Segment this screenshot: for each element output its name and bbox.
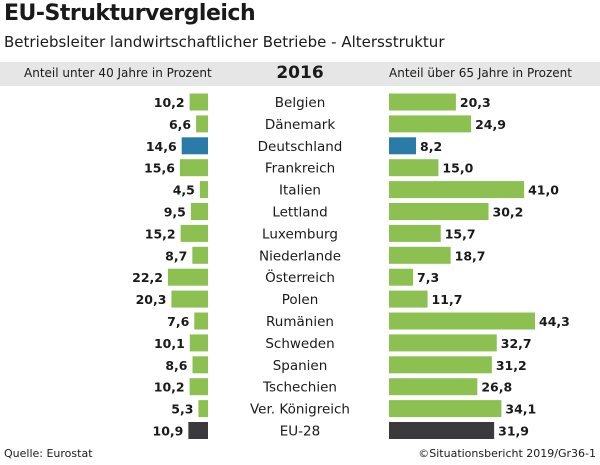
category-label-eu-28: EU-28 [280,424,320,440]
value-label-under40-eu-28: 10,9 [153,424,184,439]
bar-under40-tschechien [189,378,208,396]
value-label-under40-d-nemark: 6,6 [169,117,191,132]
left-column-label: Anteil unter 40 Jahre in Prozent [24,66,212,80]
bar-over65-eu-28 [389,422,495,439]
bar-over65-deutschland [389,137,417,155]
bar-under40-polen [171,290,208,308]
value-label-over65-ver-k-nigreich: 34,1 [505,402,536,417]
value-label-under40-luxemburg: 15,2 [145,226,176,241]
bar-under40-frankreich [179,159,208,177]
bar-under40-lettland [190,203,208,220]
category-label-spanien: Spanien [273,358,328,374]
bar-under40-spanien [192,356,208,374]
category-label-italien: Italien [279,183,321,199]
bar-over65-tschechien [389,378,478,396]
category-label-rum-nien: Rumänien [266,314,334,330]
value-label-over65-frankreich: 15,0 [442,161,473,176]
category-label-lettland: Lettland [272,205,327,221]
bar-over65-sterreich [389,268,414,286]
value-label-under40-ver-k-nigreich: 5,3 [171,402,193,417]
category-label-d-nemark: Dänemark [265,117,336,133]
bar-over65-polen [389,290,428,308]
source-note: Quelle: Eurostat [4,447,93,460]
value-label-under40-frankreich: 15,6 [144,161,175,176]
year-label: 2016 [276,63,324,83]
bar-under40-ver-k-nigreich [198,400,208,418]
credit-note: ©Situationsbericht 2019/Gr36-1 [418,447,596,460]
value-label-under40-niederlande: 8,7 [165,248,187,263]
bar-under40-d-nemark [196,115,208,133]
bar-over65-frankreich [389,159,439,177]
value-label-over65-deutschland: 8,2 [420,139,442,154]
value-label-under40-schweden: 10,1 [154,336,185,351]
bar-over65-rum-nien [389,312,535,330]
category-label-sterreich: Österreich [265,268,335,286]
bar-over65-niederlande [389,246,451,264]
value-label-over65-spanien: 31,2 [496,358,527,373]
value-label-under40-deutschland: 14,6 [146,139,177,154]
bar-under40-rum-nien [194,312,208,330]
bar-under40-deutschland [181,137,208,155]
category-label-schweden: Schweden [265,336,334,352]
value-label-over65-schweden: 32,7 [501,336,532,351]
category-label-frankreich: Frankreich [265,161,335,177]
bar-over65-d-nemark [389,115,472,133]
bar-over65-belgien [389,93,456,111]
value-label-over65-d-nemark: 24,9 [475,117,506,132]
value-label-over65-polen: 11,7 [432,292,463,307]
value-label-over65-eu-28: 31,9 [498,424,529,439]
bar-under40-italien [199,181,208,199]
value-label-under40-spanien: 8,6 [165,358,187,373]
value-label-over65-sterreich: 7,3 [417,270,439,285]
value-label-over65-belgien: 20,3 [460,95,491,110]
bar-under40-sterreich [168,268,208,286]
bar-under40-niederlande [192,246,208,264]
value-label-over65-italien: 41,0 [528,183,559,198]
bar-under40-belgien [189,93,208,111]
bar-over65-italien [389,181,525,199]
value-label-under40-rum-nien: 7,6 [167,314,189,329]
value-label-under40-polen: 20,3 [136,292,167,307]
bar-over65-schweden [389,334,497,352]
value-label-over65-tschechien: 26,8 [481,380,512,395]
category-label-tschechien: Tschechien [262,380,337,396]
bar-over65-luxemburg [389,224,441,242]
chart-title: EU-Strukturvergleich [4,1,256,26]
category-label-ver-k-nigreich: Ver. Königreich [250,402,350,418]
value-label-over65-lettland: 30,2 [493,205,524,220]
value-label-under40-tschechien: 10,2 [154,380,185,395]
value-label-under40-italien: 4,5 [173,183,195,198]
category-label-polen: Polen [282,292,319,308]
chart-subtitle: Betriebsleiter landwirtschaftlicher Betr… [4,33,445,51]
bar-under40-luxemburg [180,224,208,242]
bar-under40-schweden [189,334,208,352]
value-label-over65-luxemburg: 15,7 [445,226,476,241]
category-label-niederlande: Niederlande [259,248,341,264]
category-label-belgien: Belgien [275,95,326,111]
bar-over65-spanien [389,356,492,374]
category-label-luxemburg: Luxemburg [262,226,338,242]
column-header-band [0,62,600,86]
value-label-under40-sterreich: 22,2 [132,270,163,285]
bar-under40-eu-28 [188,422,208,439]
right-column-label: Anteil über 65 Jahre in Prozent [389,66,572,80]
value-label-under40-lettland: 9,5 [164,205,186,220]
category-label-deutschland: Deutschland [258,139,343,155]
bar-over65-lettland [389,203,489,220]
value-label-over65-niederlande: 18,7 [455,248,486,263]
value-label-over65-rum-nien: 44,3 [539,314,570,329]
bar-over65-ver-k-nigreich [389,400,502,418]
value-label-under40-belgien: 10,2 [154,95,185,110]
